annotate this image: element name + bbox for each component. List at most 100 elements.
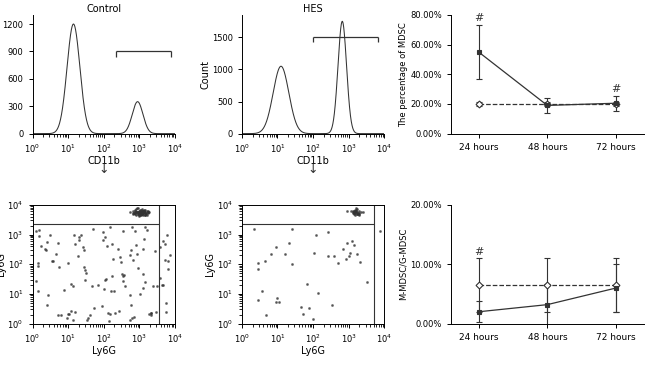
Point [134, 209, 144, 215]
Point [129, 208, 140, 214]
Point [130, 211, 140, 217]
Point [118, 273, 129, 279]
Point [107, 273, 118, 279]
Text: ↓: ↓ [99, 163, 109, 176]
Point [80, 266, 90, 272]
Point [105, 288, 116, 294]
Point [344, 253, 354, 259]
Point [161, 300, 172, 306]
Point [137, 209, 148, 215]
Point [53, 240, 63, 246]
Point [138, 271, 148, 277]
Point [135, 210, 145, 216]
Text: #: # [474, 247, 484, 257]
Point [33, 288, 44, 294]
Point [146, 310, 156, 316]
Point [353, 211, 363, 217]
Point [45, 232, 55, 238]
Point [157, 282, 167, 288]
Point [134, 209, 144, 215]
Point [79, 264, 89, 270]
Point [68, 317, 78, 323]
Point [116, 259, 126, 265]
Point [40, 246, 50, 251]
Point [353, 210, 363, 216]
Point [125, 317, 135, 323]
Point [148, 283, 159, 289]
Y-axis label: The percentage of MDSC: The percentage of MDSC [398, 22, 408, 126]
Point [140, 211, 150, 217]
Point [101, 276, 111, 282]
Point [261, 312, 271, 318]
Point [349, 211, 359, 217]
Point [142, 227, 152, 233]
Point [42, 240, 53, 246]
Point [165, 252, 176, 258]
Point [129, 210, 139, 216]
Point [68, 232, 79, 238]
Point [34, 228, 45, 234]
Point [137, 208, 148, 214]
Point [103, 318, 114, 324]
Point [131, 209, 141, 215]
Point [64, 311, 74, 317]
Point [135, 210, 146, 216]
Point [83, 315, 94, 321]
Point [157, 238, 168, 244]
Point [142, 208, 152, 214]
Point [125, 292, 135, 298]
Point [70, 310, 80, 315]
Point [34, 233, 44, 239]
Point [259, 258, 270, 264]
Point [130, 210, 140, 216]
Point [51, 251, 61, 257]
Point [135, 209, 145, 215]
Point [138, 285, 149, 291]
Point [140, 212, 151, 218]
Point [350, 207, 360, 213]
Point [304, 305, 314, 311]
Point [131, 206, 142, 212]
Point [351, 207, 361, 213]
Point [354, 210, 364, 216]
Point [341, 256, 351, 262]
Point [146, 310, 156, 316]
Text: #: # [612, 84, 621, 93]
Point [98, 237, 109, 243]
Point [134, 208, 144, 214]
Point [356, 209, 366, 215]
Point [114, 254, 125, 260]
Point [63, 311, 73, 317]
Point [354, 212, 364, 218]
Point [140, 210, 151, 216]
Point [136, 209, 147, 215]
Point [81, 270, 91, 276]
Point [129, 210, 139, 216]
Point [47, 258, 57, 264]
X-axis label: Ly6G: Ly6G [301, 346, 325, 356]
Point [350, 208, 360, 214]
Point [162, 258, 173, 264]
Point [97, 304, 107, 310]
Point [350, 210, 361, 216]
Point [118, 278, 129, 284]
Point [88, 227, 98, 232]
Point [136, 206, 147, 212]
Point [56, 312, 66, 318]
Point [114, 308, 124, 314]
Point [352, 211, 363, 217]
Text: #: # [474, 13, 484, 23]
Point [100, 234, 110, 240]
Point [138, 208, 149, 214]
Point [62, 260, 73, 266]
Point [134, 209, 144, 215]
Point [133, 209, 144, 215]
Point [133, 211, 144, 217]
Point [129, 314, 139, 320]
Point [137, 212, 148, 218]
Point [138, 236, 149, 242]
Point [140, 279, 151, 285]
Point [163, 266, 174, 272]
Point [313, 291, 324, 296]
Point [142, 209, 153, 215]
